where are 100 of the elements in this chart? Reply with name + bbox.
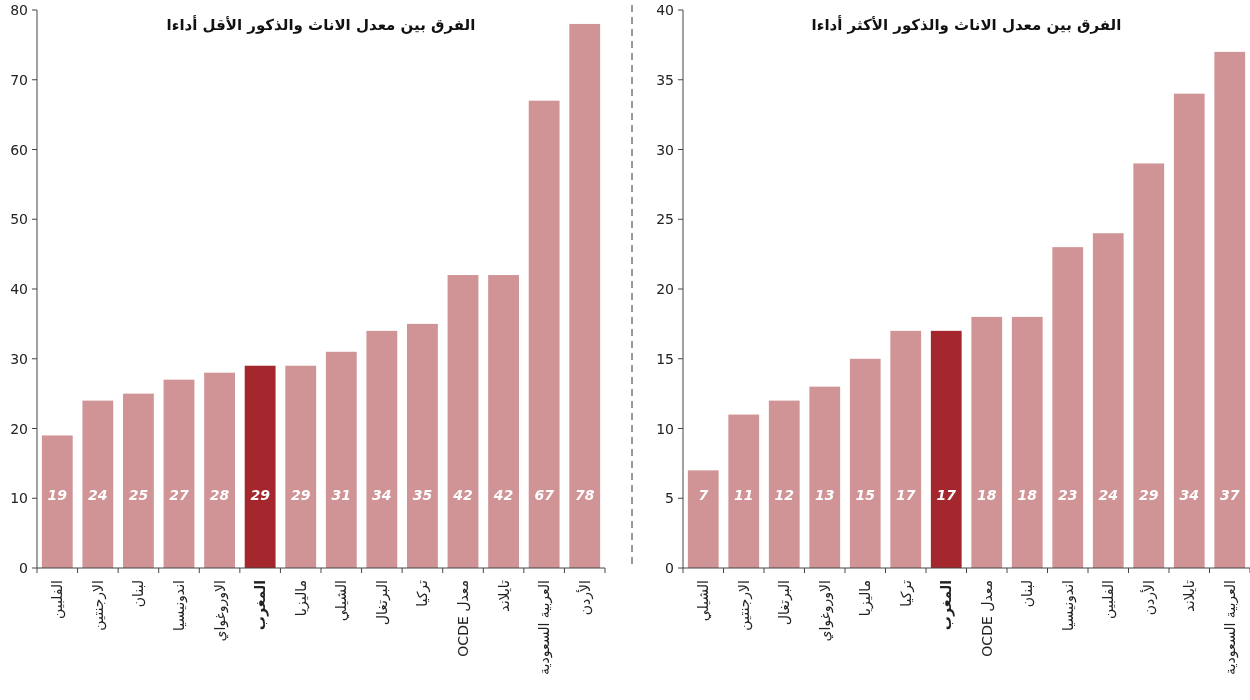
y-tick-label: 20: [10, 420, 28, 437]
x-tick-label: الشيلي: [695, 580, 713, 622]
data-label: 18: [977, 487, 997, 503]
bar: [285, 365, 317, 568]
y-tick-label: 15: [656, 350, 674, 367]
y-tick-label: 5: [665, 490, 674, 507]
y-tick-label: 10: [10, 490, 28, 507]
y-tick-label: 25: [656, 211, 674, 228]
x-tick-label: تايلاند: [495, 579, 512, 612]
data-label: 13: [815, 487, 835, 503]
bar: [1133, 163, 1165, 568]
x-tick-label: البرتغال: [776, 580, 794, 626]
x-tick-label: العربية السعودية: [536, 580, 554, 675]
x-tick-label: الأردن: [575, 580, 594, 616]
x-tick-label: لبنان: [1019, 580, 1036, 608]
bar: [488, 275, 519, 568]
bar: [569, 23, 601, 568]
data-label: 28: [209, 487, 230, 503]
x-tick-label: المغرب: [252, 580, 270, 631]
x-tick-label: معدل OCDE: [978, 580, 995, 657]
bar: [123, 393, 154, 568]
x-tick-label: الاوروغواي: [211, 580, 229, 642]
x-tick-label: الأردن: [1139, 580, 1158, 616]
x-tick-label: الفلبين: [49, 580, 67, 619]
x-tick-label: البرتغال: [373, 580, 391, 626]
x-tick-label: الفلبين: [1100, 580, 1118, 619]
data-label: 35: [412, 487, 433, 503]
x-tick-label: تركيا: [414, 579, 432, 607]
bar: [204, 372, 235, 568]
x-tick-label: الارجنتين: [735, 580, 753, 631]
y-tick-label: 20: [656, 281, 674, 297]
bar: [687, 470, 719, 568]
data-label: 78: [574, 487, 595, 503]
bar: [163, 379, 195, 568]
bar: [890, 330, 922, 568]
y-tick-label: 30: [656, 141, 674, 158]
bar: [1173, 93, 1205, 568]
data-label: 25: [128, 487, 149, 503]
data-label: 18: [1017, 487, 1038, 503]
y-tick-label: 50: [10, 211, 28, 228]
data-label: 17: [936, 487, 957, 503]
x-tick-label: ماليزيا: [857, 580, 875, 617]
bar: [728, 414, 760, 568]
bar: [809, 386, 841, 568]
data-label: 34: [1179, 487, 1199, 503]
bar: [1011, 316, 1043, 568]
x-tick-label: معدل OCDE: [455, 580, 471, 657]
bar: [447, 275, 479, 568]
bar: [244, 365, 276, 568]
data-label: 29: [250, 487, 271, 503]
chart-title: الفرق بين معدل الاناث والذكور الأقل أداءا: [166, 15, 476, 34]
data-label: 11: [734, 487, 754, 503]
x-tick-label: ماليزيا: [292, 580, 310, 617]
data-label: 67: [534, 487, 555, 503]
bar: [325, 351, 357, 568]
data-label: 42: [452, 487, 473, 503]
data-label: 42: [492, 487, 514, 503]
data-label: 29: [1139, 487, 1159, 503]
y-tick-label: 70: [10, 71, 28, 88]
data-label: 31: [331, 487, 352, 503]
y-tick-label: 35: [656, 71, 674, 88]
bar: [41, 435, 73, 568]
x-tick-label: اندونيسيا: [1059, 580, 1077, 631]
data-label: 17: [896, 487, 916, 503]
data-label: 7: [698, 487, 709, 503]
bar: [930, 330, 962, 568]
x-tick-label: لبنان: [130, 580, 147, 608]
bar: [82, 400, 114, 568]
data-label: 19: [47, 487, 68, 503]
x-tick-label: الشيلي: [333, 580, 351, 622]
y-tick-label: 80: [10, 2, 28, 18]
data-label: 34: [372, 487, 392, 503]
data-label: 12: [774, 487, 794, 503]
y-tick-label: 10: [656, 420, 674, 437]
y-tick-label: 60: [10, 141, 28, 158]
bar: [768, 400, 800, 568]
x-tick-label: اندونيسيا: [171, 580, 188, 631]
bar: [366, 330, 398, 568]
bar: [849, 358, 881, 568]
chart-title: الفرق بين معدل الاناث والذكور الأكثر أداءا: [811, 15, 1122, 34]
x-tick-label: الارجنتين: [89, 580, 107, 631]
y-tick-label: 40: [10, 281, 28, 297]
x-tick-label: الاوروغواي: [816, 580, 834, 642]
bar: [1092, 233, 1124, 568]
bar: [528, 100, 560, 568]
data-label: 23: [1058, 487, 1078, 503]
x-tick-label: تايلاند: [1181, 579, 1198, 612]
bar: [1052, 247, 1084, 568]
y-tick-label: 40: [656, 2, 674, 18]
x-tick-label: العربية السعودية: [1221, 580, 1239, 675]
data-label: 37: [1220, 487, 1240, 503]
data-label: 24: [1098, 487, 1118, 503]
bar: [407, 323, 438, 568]
bar: [971, 316, 1003, 568]
data-label: 15: [855, 487, 876, 503]
bar: [1214, 51, 1246, 568]
x-tick-label: تركيا: [897, 579, 915, 607]
y-tick-label: 30: [10, 350, 28, 367]
data-label: 24: [88, 487, 108, 503]
y-tick-label: 0: [19, 560, 28, 576]
